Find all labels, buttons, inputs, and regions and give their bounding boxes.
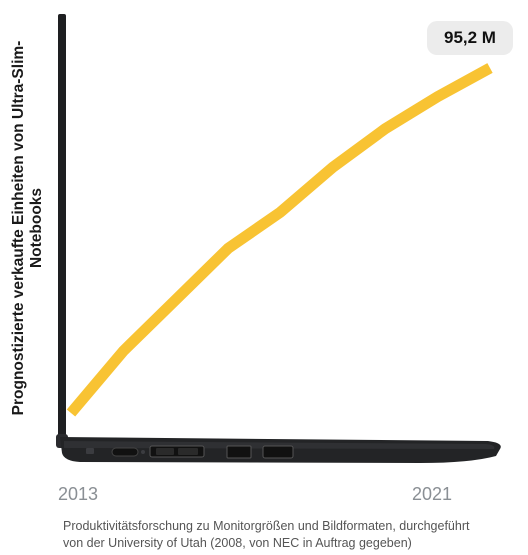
series-line bbox=[66, 63, 493, 417]
laptop-lid bbox=[58, 14, 66, 442]
source-note: Produktivitätsforschung zu Monitorgrößen… bbox=[63, 518, 528, 552]
x-tick-label: 2013 bbox=[58, 484, 99, 504]
end-value-badge: 95,2 M bbox=[427, 21, 513, 55]
y-axis-label-area: Prognostizierte verkaufte Einheiten von … bbox=[0, 0, 56, 455]
y-axis-label: Prognostizierte verkaufte Einheiten von … bbox=[10, 40, 45, 416]
source-line-1: Produktivitätsforschung zu Monitorgrößen… bbox=[63, 519, 470, 533]
source-line-2: von der University of Utah (2008, von NE… bbox=[63, 536, 412, 550]
laptop-ports bbox=[86, 445, 294, 459]
x-tick-label: 2021 bbox=[412, 484, 453, 504]
